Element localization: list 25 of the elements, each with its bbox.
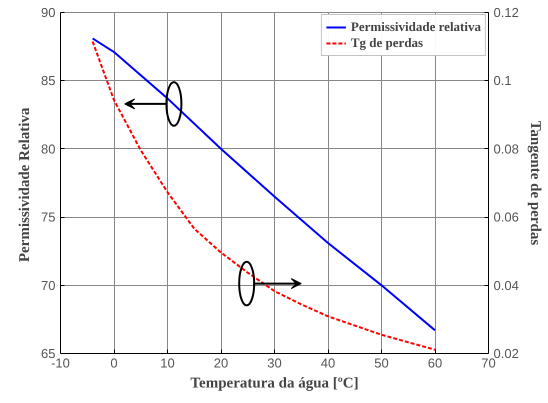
y-tick-label: 75 [41, 210, 56, 225]
x-tick-label: 30 [267, 356, 282, 370]
y2-tick-label: 0.1 [494, 73, 512, 88]
x-tick-label: 10 [160, 356, 175, 370]
x-tick-label: 0 [110, 356, 118, 370]
legend-label: Tg de perdas [350, 35, 424, 51]
y2-tick-label: 0.08 [494, 141, 519, 156]
y-tick-label: 65 [41, 346, 56, 361]
y-axis-title: Permissividade Relativa [17, 107, 34, 262]
legend-label: Permissividade relativa [350, 19, 481, 35]
x-axis-title: Temperatura da água [ºC] [190, 376, 359, 392]
x-tick-label: 50 [374, 356, 389, 370]
x-tick-label: 40 [320, 356, 336, 370]
y-tick-label: 85 [41, 73, 56, 88]
x-tick-label: 20 [214, 356, 228, 370]
y2-tick-label: 0.02 [494, 346, 519, 361]
y-tick-label: 90 [41, 5, 56, 20]
y2-tick-label: 0.12 [494, 5, 519, 20]
y2-tick-label: 0.06 [494, 210, 519, 225]
x-tick-label: 60 [428, 356, 442, 370]
x-tick-label: 70 [481, 356, 496, 370]
y2-tick-label: 0.04 [494, 278, 519, 293]
y-tick-label: 70 [41, 278, 56, 293]
y-tick-label: 80 [41, 141, 56, 156]
y2-axis-title: Tangente de perdas [526, 120, 543, 246]
